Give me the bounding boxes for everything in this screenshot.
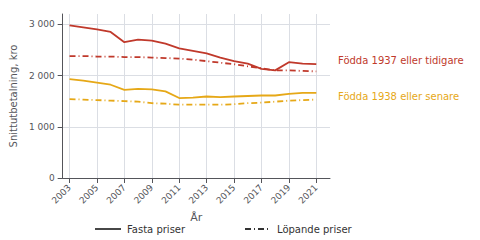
svg-text:Löpande priser: Löpande priser bbox=[277, 224, 353, 235]
svg-text:2013: 2013 bbox=[187, 182, 210, 205]
svg-text:2 000: 2 000 bbox=[29, 71, 55, 81]
svg-text:2015: 2015 bbox=[214, 182, 237, 205]
svg-text:3 000: 3 000 bbox=[29, 19, 55, 29]
svg-text:2003: 2003 bbox=[50, 182, 73, 205]
svg-text:Fasta priser: Fasta priser bbox=[127, 224, 186, 235]
svg-text:Födda 1938 eller senare: Födda 1938 eller senare bbox=[338, 91, 459, 102]
svg-text:1 000: 1 000 bbox=[29, 122, 55, 132]
svg-text:2005: 2005 bbox=[77, 182, 100, 205]
svg-text:2017: 2017 bbox=[242, 182, 265, 205]
svg-text:2011: 2011 bbox=[159, 182, 182, 205]
svg-text:Snittutbetalning, kro: Snittutbetalning, kro bbox=[8, 45, 19, 148]
svg-text:År: År bbox=[190, 211, 203, 224]
svg-text:2019: 2019 bbox=[269, 182, 292, 205]
svg-text:Födda 1937 eller tidigare: Födda 1937 eller tidigare bbox=[338, 55, 464, 66]
svg-text:2009: 2009 bbox=[132, 182, 155, 205]
svg-text:2021: 2021 bbox=[297, 182, 320, 205]
svg-text:0: 0 bbox=[49, 173, 55, 183]
svg-text:2007: 2007 bbox=[105, 182, 128, 205]
